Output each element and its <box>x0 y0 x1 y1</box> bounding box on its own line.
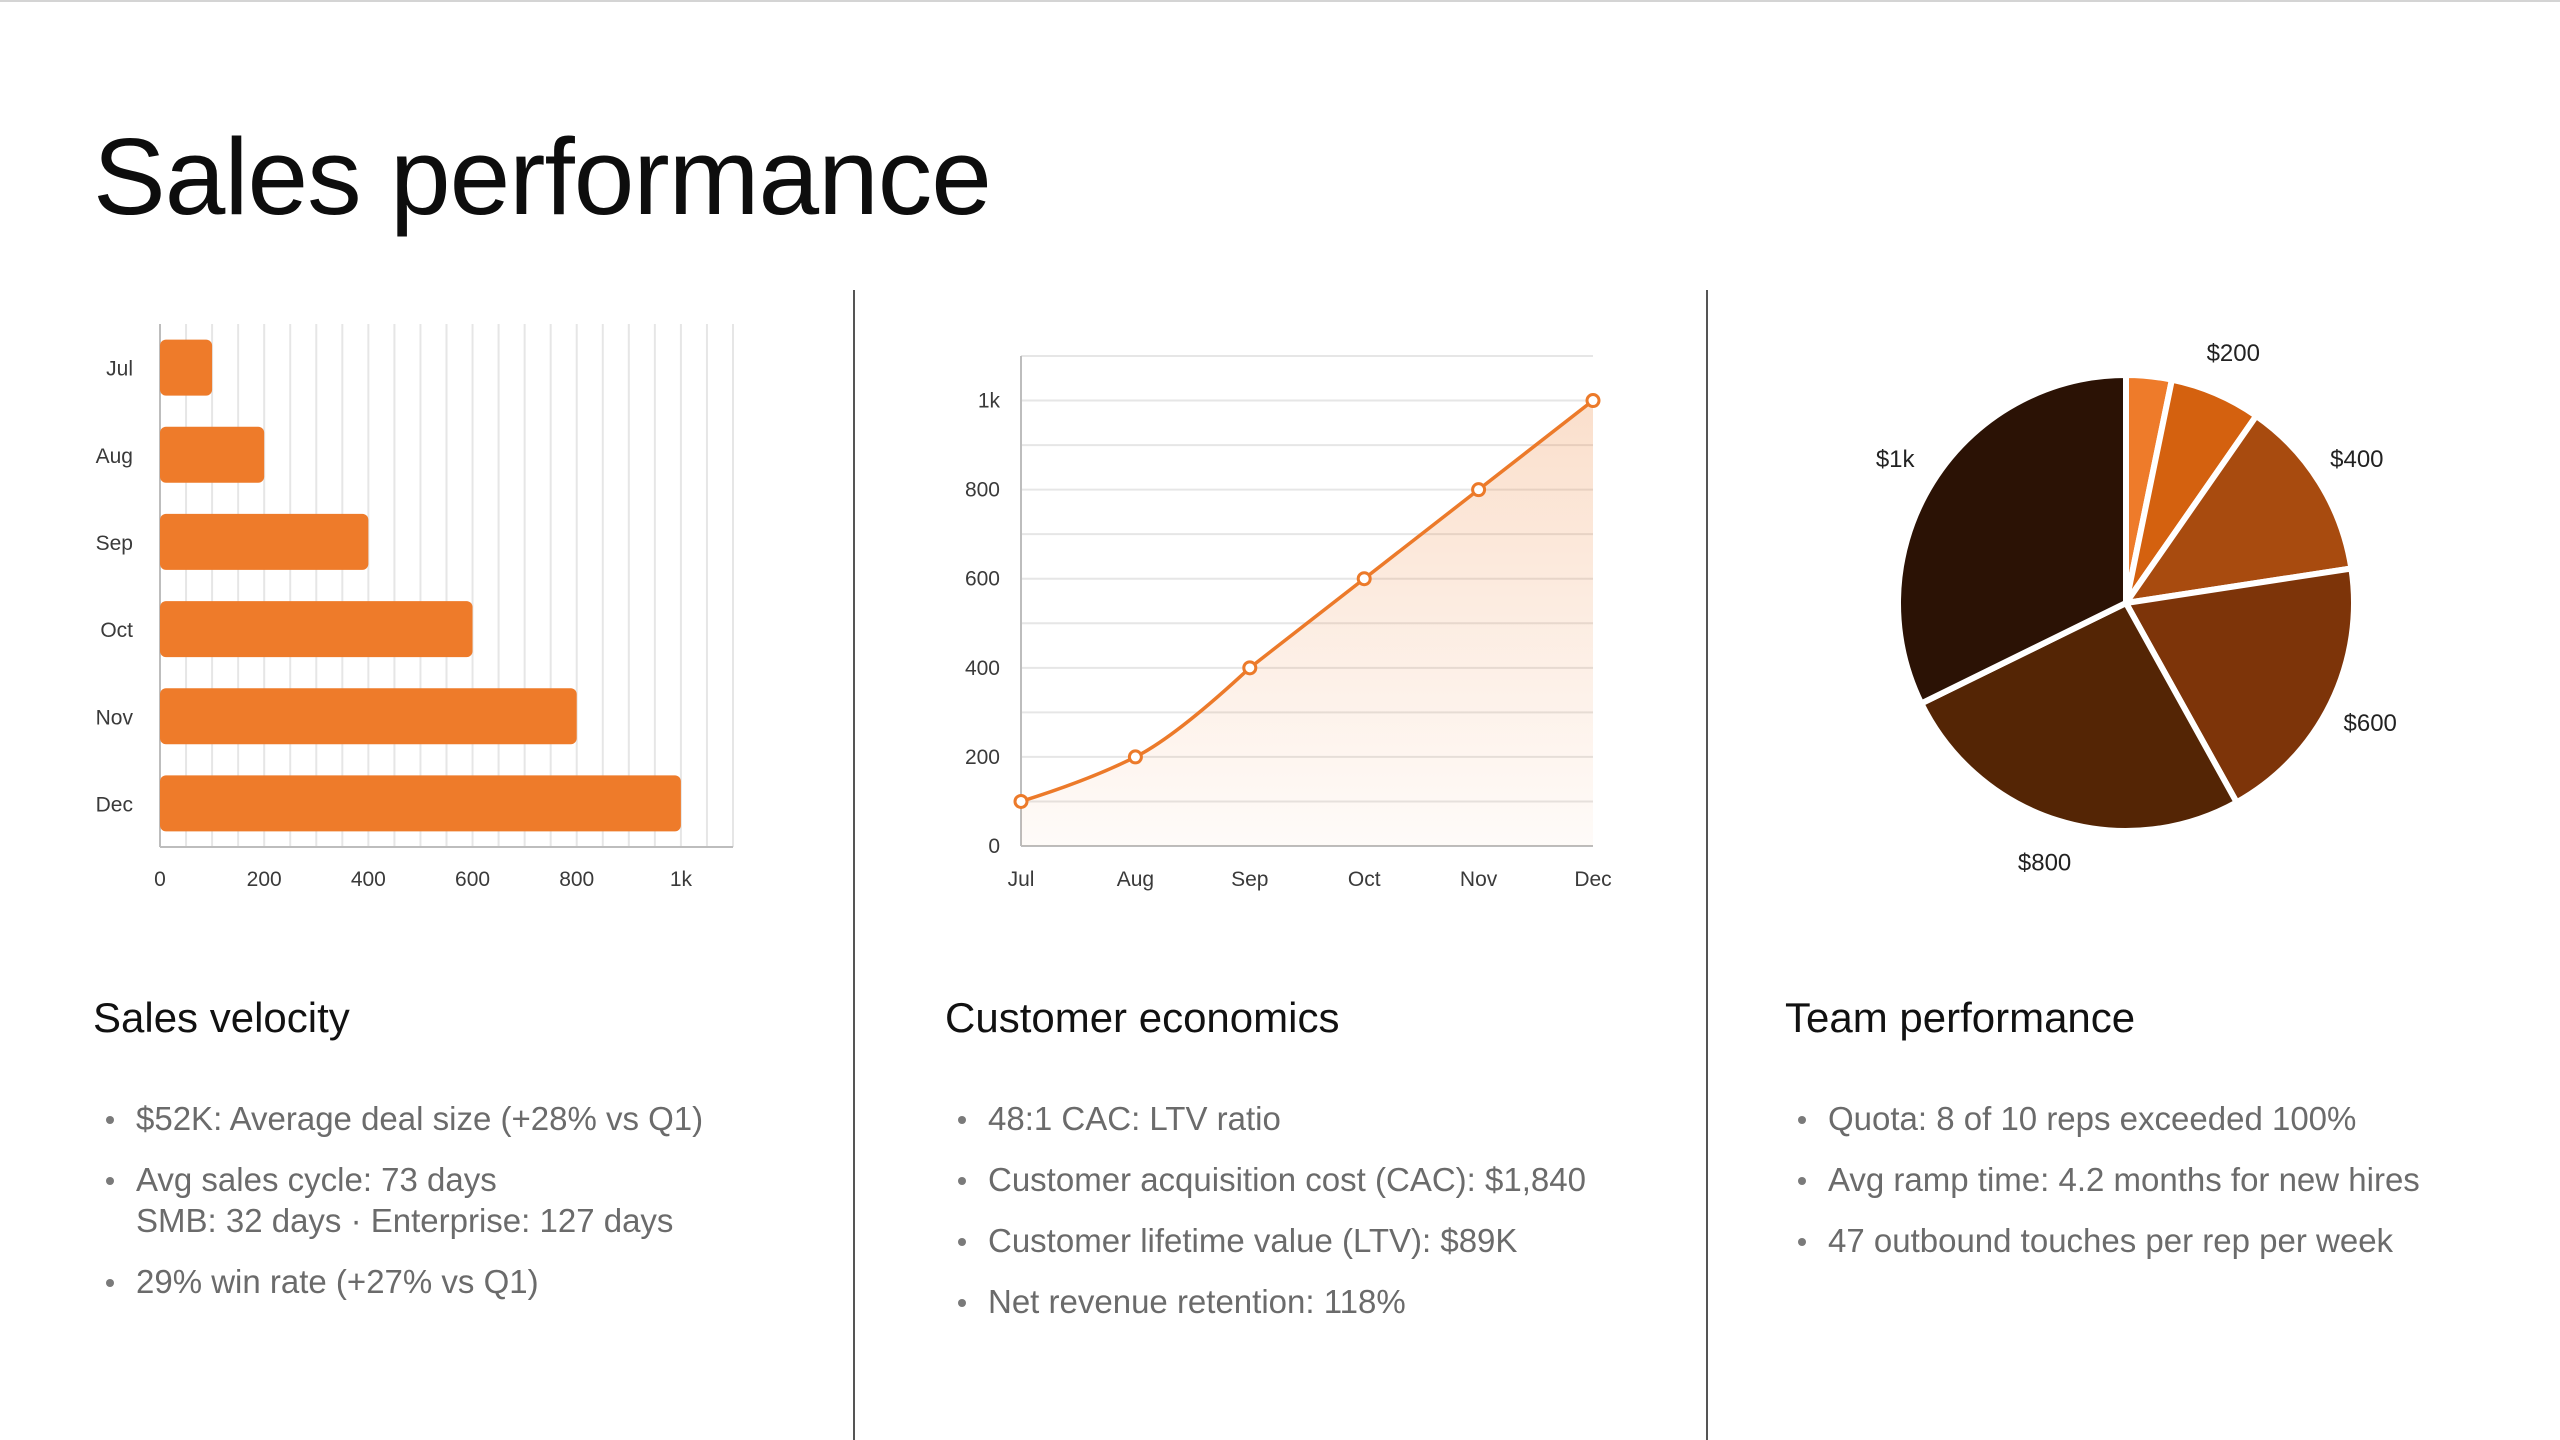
list-item: Customer acquisition cost (CAC): $1,840 <box>945 1159 1685 1200</box>
team-performance-list: Quota: 8 of 10 reps exceeded 100% Avg ra… <box>1785 1098 2545 1281</box>
y-tick-label: 0 <box>988 835 1000 858</box>
panel-heading-customer-economics: Customer economics <box>945 994 1340 1041</box>
panel-heading-sales-velocity: Sales velocity <box>93 994 350 1041</box>
list-item: 47 outbound touches per rep per week <box>1785 1220 2545 1261</box>
bullet-text: 47 outbound touches per rep per week <box>1828 1222 2394 1259</box>
x-tick-label: Jul <box>1008 868 1035 891</box>
bar-jul <box>160 339 213 396</box>
list-item: Customer lifetime value (LTV): $89K <box>945 1220 1685 1261</box>
list-item: Quota: 8 of 10 reps exceeded 100% <box>1785 1098 2545 1139</box>
panel-divider-2 <box>1706 290 1708 1440</box>
pie-label: $1k <box>1876 446 1916 473</box>
x-tick-label: Sep <box>1231 868 1268 891</box>
bullet-text: Avg ramp time: 4.2 months for new hires <box>1828 1161 2420 1198</box>
data-point-nov <box>1471 482 1487 498</box>
area-chart: 0 200 400 600 800 1k Jul Aug Sep Oct Nov Dec <box>965 355 1612 891</box>
y-tick-label: Jul <box>106 358 133 381</box>
data-point-dec <box>1585 393 1601 409</box>
bullet-text: Net revenue retention: 118% <box>988 1283 1406 1320</box>
panel-divider-1 <box>853 290 855 1440</box>
data-point-jul <box>1013 793 1029 809</box>
pie-slice-600 <box>2123 565 2357 806</box>
x-tick-label: Dec <box>1574 868 1611 891</box>
pie-label: $200 <box>2207 340 2260 367</box>
y-tick-label: Oct <box>100 619 133 642</box>
x-tick-label: 0 <box>154 868 166 891</box>
bar-dec <box>160 775 681 832</box>
x-tick-label: 600 <box>455 868 490 891</box>
y-tick-label: 200 <box>965 746 1000 769</box>
bullet-text: $52K: Average deal size (+28% vs Q1) <box>136 1100 704 1137</box>
bar-nov <box>160 688 577 745</box>
x-tick-label: Oct <box>1348 868 1381 891</box>
data-point-aug <box>1127 749 1143 765</box>
bullet-text: Avg sales cycle: 73 days <box>136 1161 497 1198</box>
pie-chart: $200 $400 $600 $800 $1k <box>1876 340 2397 876</box>
y-tick-label: Dec <box>96 793 133 816</box>
x-tick-label: 1k <box>670 868 693 891</box>
bar-oct <box>160 601 473 658</box>
bar-chart: Jul Aug Sep Oct Nov Dec 0 200 400 600 800 1k <box>96 324 734 891</box>
pie-slice-1k <box>1895 372 2129 707</box>
pie-slice-800 <box>1918 600 2240 834</box>
list-item: Net revenue retention: 118% <box>945 1281 1685 1322</box>
list-item: $52K: Average deal size (+28% vs Q1) <box>93 1098 833 1139</box>
y-tick-label: 600 <box>965 568 1000 591</box>
bar-aug <box>160 426 265 483</box>
bullet-text: Customer lifetime value (LTV): $89K <box>988 1222 1518 1259</box>
x-tick-label: Nov <box>1460 868 1498 891</box>
bullet-subtext: SMB: 32 days · Enterprise: 127 days <box>136 1202 674 1239</box>
x-tick-label: 800 <box>559 868 594 891</box>
y-tick-label: 1k <box>978 390 1001 413</box>
customer-economics-list: 48:1 CAC: LTV ratio Customer acquisition… <box>945 1098 1685 1342</box>
bullet-text: 48:1 CAC: LTV ratio <box>988 1100 1281 1137</box>
bullet-text: Quota: 8 of 10 reps exceeded 100% <box>1828 1100 2357 1137</box>
page-title: Sales performance <box>93 116 992 238</box>
pie-label: $800 <box>2018 850 2071 877</box>
x-tick-label: Aug <box>1117 868 1154 891</box>
y-tick-label: 400 <box>965 657 1000 680</box>
bar-sep <box>160 513 369 570</box>
pie-label: $600 <box>2344 710 2397 737</box>
list-item: Avg ramp time: 4.2 months for new hires <box>1785 1159 2545 1200</box>
y-tick-label: 800 <box>965 479 1000 502</box>
data-point-oct <box>1356 571 1372 587</box>
data-point-sep <box>1242 660 1258 676</box>
sales-velocity-list: $52K: Average deal size (+28% vs Q1) Avg… <box>93 1098 833 1322</box>
list-item: 48:1 CAC: LTV ratio <box>945 1098 1685 1139</box>
x-tick-label: 400 <box>351 868 386 891</box>
bullet-text: 29% win rate (+27% vs Q1) <box>136 1263 539 1300</box>
pie-label: $400 <box>2330 446 2383 473</box>
bullet-text: Customer acquisition cost (CAC): $1,840 <box>988 1161 1586 1198</box>
x-tick-label: 200 <box>247 868 282 891</box>
list-item: 29% win rate (+27% vs Q1) <box>93 1261 833 1302</box>
y-tick-label: Sep <box>96 532 133 555</box>
top-rule <box>0 0 2560 2</box>
y-tick-label: Nov <box>96 706 134 729</box>
y-tick-label: Aug <box>96 445 133 468</box>
pie-slice-400 <box>2123 412 2355 606</box>
panel-heading-team-performance: Team performance <box>1785 994 2136 1041</box>
list-item: Avg sales cycle: 73 days SMB: 32 days · E… <box>93 1159 833 1241</box>
